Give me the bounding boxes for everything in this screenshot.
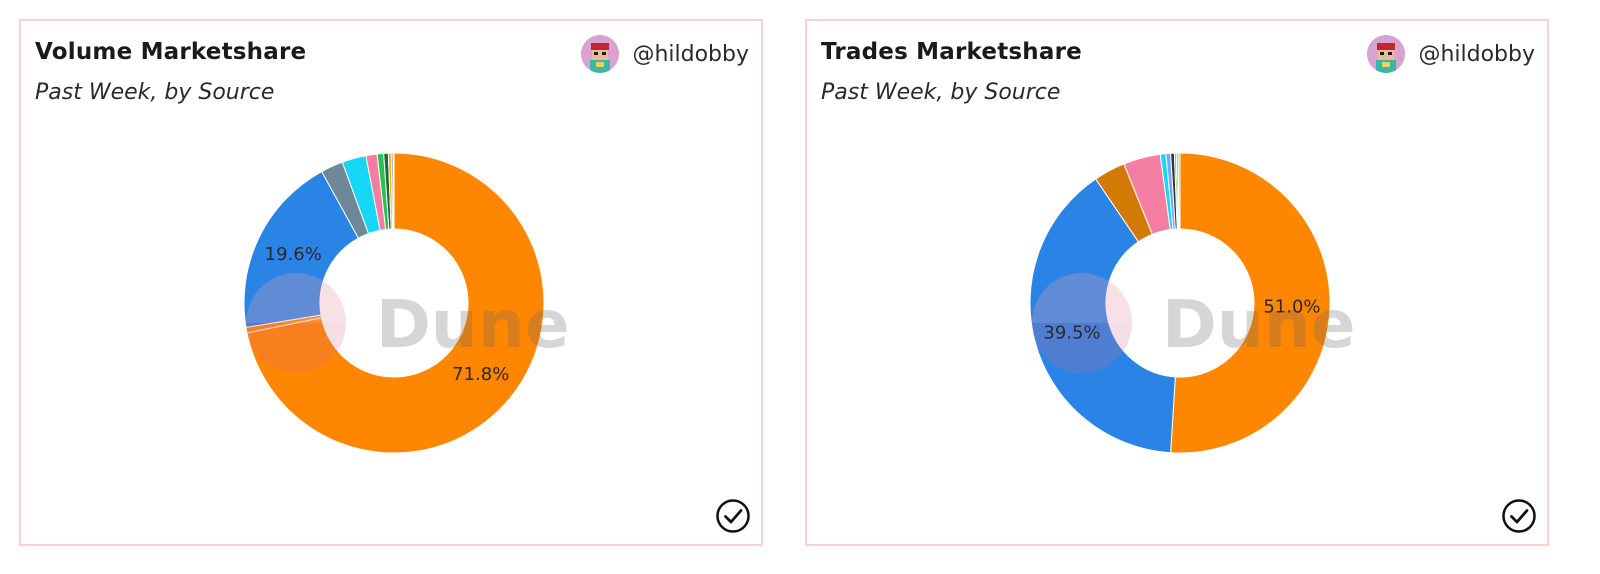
author-handle[interactable]: @hildobby <box>1418 41 1535 67</box>
chart-panel-volume: Volume Marketshare Past Week, by Source … <box>19 19 763 546</box>
donut-slice[interactable] <box>1177 152 1181 230</box>
chart-panel-trades: Trades Marketshare Past Week, by Source … <box>805 19 1549 546</box>
author-link[interactable]: @hildobby <box>581 35 749 73</box>
slice-percent-label: 71.8% <box>452 364 509 385</box>
check-circle-icon[interactable] <box>1501 498 1537 534</box>
pixel-avatar-icon <box>1367 35 1406 73</box>
dune-watermark-logo <box>1032 273 1132 373</box>
donut-slice[interactable] <box>1170 152 1331 454</box>
donut-slice[interactable] <box>392 152 395 230</box>
chart-title: Trades Marketshare <box>821 39 1082 65</box>
pixel-avatar-icon <box>581 35 620 73</box>
donut-slice[interactable] <box>1029 178 1176 454</box>
author-handle[interactable]: @hildobby <box>632 41 749 67</box>
dune-watermark-logo-highlight <box>1032 273 1132 323</box>
donut-slice[interactable] <box>243 170 360 328</box>
author-link[interactable]: @hildobby <box>1367 35 1535 73</box>
donut-slice[interactable] <box>246 152 545 454</box>
chart-title: Volume Marketshare <box>35 39 307 65</box>
check-circle-icon[interactable] <box>715 498 751 534</box>
dune-watermark-text: Dune <box>376 286 570 363</box>
slice-percent-label: 39.5% <box>1043 323 1100 344</box>
dune-watermark-logo-highlight <box>246 273 346 323</box>
slice-percent-label: 19.6% <box>265 244 322 265</box>
chart-subtitle: Past Week, by Source <box>35 80 275 105</box>
dune-watermark-text: Dune <box>1162 286 1356 363</box>
slice-percent-label: 51.0% <box>1263 297 1320 318</box>
dune-watermark-logo <box>246 273 346 373</box>
chart-subtitle: Past Week, by Source <box>821 80 1061 105</box>
